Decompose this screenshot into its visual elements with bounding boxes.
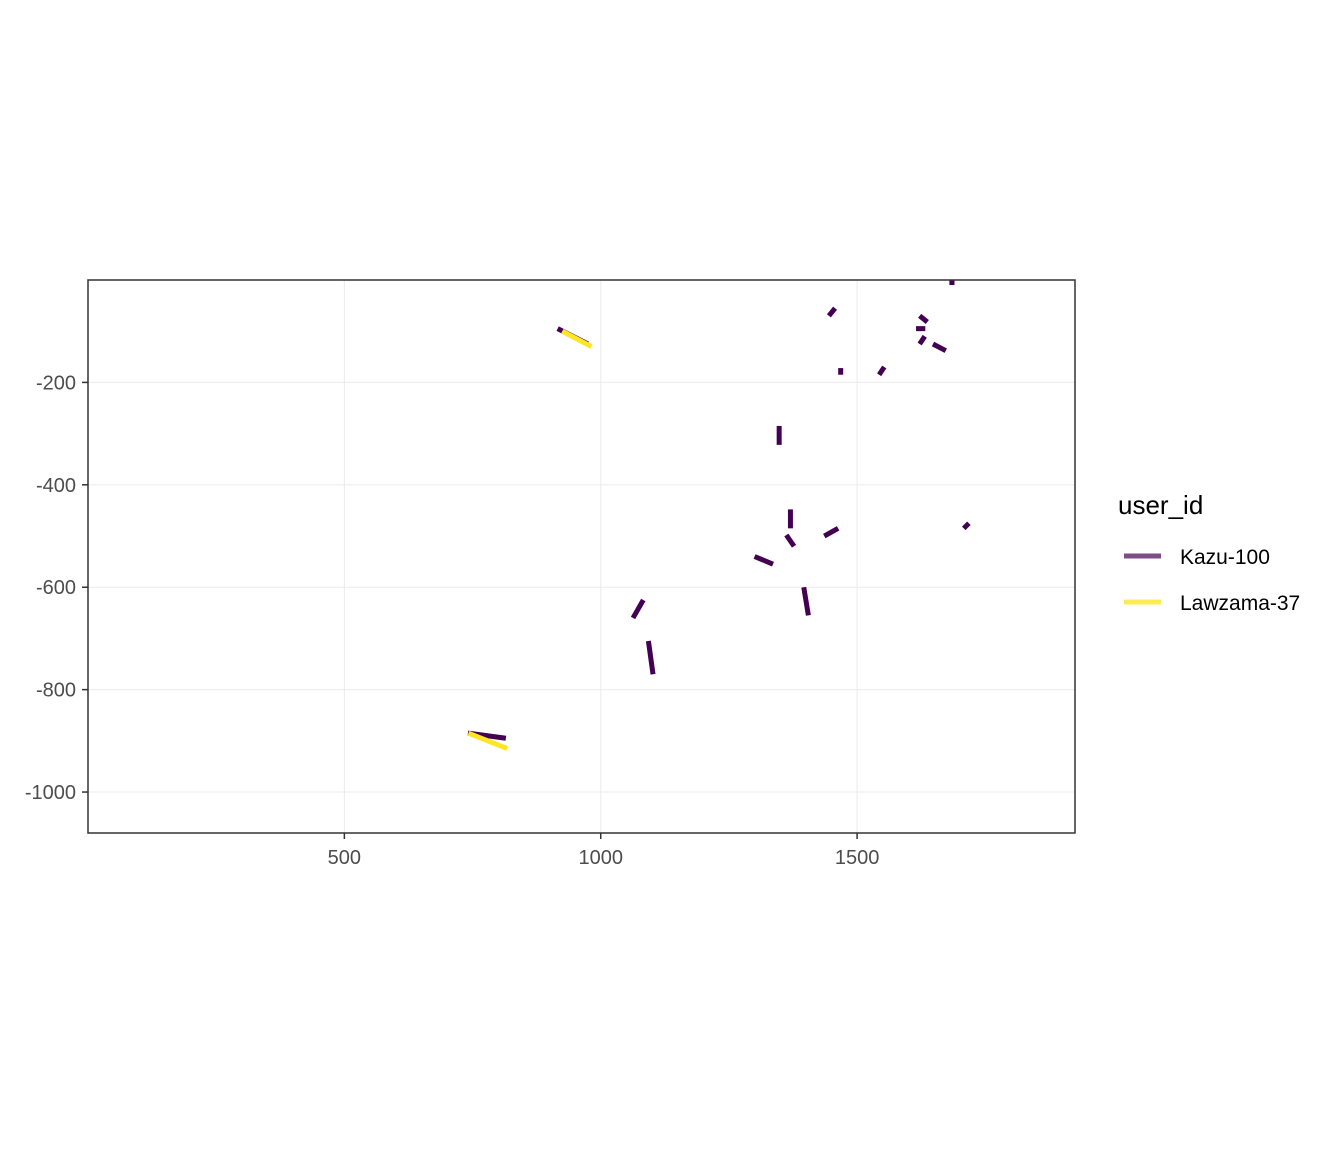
series-segment bbox=[917, 334, 927, 346]
series-segment bbox=[823, 526, 840, 539]
y-tick-label: -600 bbox=[36, 577, 76, 599]
series-segment bbox=[645, 640, 656, 675]
plot-lines bbox=[467, 280, 971, 751]
y-axis: -200 -400 -600 -800 -1000 bbox=[25, 372, 88, 804]
legend: user_id Kazu-100 Lawzama-37 bbox=[1118, 490, 1300, 615]
series-segment bbox=[826, 306, 837, 318]
legend-label: Lawzama-37 bbox=[1180, 592, 1300, 615]
legend-label: Kazu-100 bbox=[1180, 546, 1270, 569]
y-tick-label: -800 bbox=[36, 680, 76, 702]
plot-panel-border bbox=[87, 279, 1076, 834]
series-segment bbox=[784, 533, 797, 548]
series-segment bbox=[753, 554, 774, 567]
series-segment bbox=[801, 586, 811, 616]
y-tick-label: -1000 bbox=[25, 782, 76, 804]
series-segment bbox=[467, 730, 509, 751]
y-tick-label: -400 bbox=[36, 475, 76, 497]
x-tick-label: 500 bbox=[328, 847, 361, 869]
x-tick-label: 1000 bbox=[578, 847, 623, 869]
series-segment bbox=[877, 365, 887, 377]
series-segment bbox=[561, 328, 593, 349]
legend-title: user_id bbox=[1118, 490, 1203, 520]
y-tick-label: -200 bbox=[36, 372, 76, 394]
series-segment bbox=[961, 521, 971, 531]
x-tick-label: 1500 bbox=[835, 847, 880, 869]
x-axis: 500 1000 1500 bbox=[328, 833, 880, 869]
series-segment bbox=[918, 313, 929, 324]
series-segment bbox=[630, 598, 646, 620]
grid-lines bbox=[88, 280, 1075, 833]
series-segment bbox=[931, 341, 947, 353]
